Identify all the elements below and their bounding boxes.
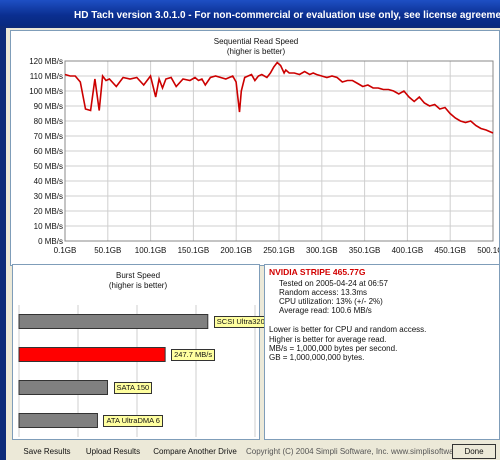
save-results-button[interactable]: Save Results (23, 447, 71, 456)
burst-bar-label: 247.7 MB/s (171, 348, 216, 361)
burst-speed-panel: Burst Speed (higher is better) SCSI Ultr… (12, 264, 268, 440)
x-tick-label: 350.1GB (349, 246, 381, 255)
random-access: Random access: 13.3ms (279, 288, 368, 297)
burst-bar (18, 314, 209, 329)
y-tick-label: 40 MB/s (34, 177, 63, 186)
x-tick-label: 150.1GB (178, 246, 210, 255)
content-area: Sequential Read Speed (higher is better)… (6, 28, 500, 460)
x-tick-label: 500.1GB (477, 246, 499, 255)
note-line: GB = 1,000,000,000 bytes. (269, 353, 365, 362)
burst-bar-label: ATA UltraDMA 6 (103, 414, 163, 427)
burst-chart-subtitle: (higher is better) (108, 281, 168, 290)
drive-name: NVIDIA STRIPE 465.77G (269, 267, 366, 277)
y-tick-label: 100 MB/s (29, 87, 63, 96)
note-line: MB/s = 1,000,000 bytes per second. (269, 344, 398, 353)
compare-drive-button[interactable]: Compare Another Drive (153, 447, 237, 456)
window-title: HD Tach version 3.0.1.0 - For non-commer… (74, 10, 500, 21)
burst-bar (18, 413, 98, 428)
sequential-chart-title: Sequential Read Speed (213, 37, 299, 46)
x-tick-label: 300.1GB (306, 246, 338, 255)
y-tick-label: 90 MB/s (34, 102, 63, 111)
y-tick-label: 30 MB/s (34, 192, 63, 201)
plot-area (64, 60, 494, 242)
y-tick-label: 80 MB/s (34, 117, 63, 126)
burst-bar (18, 347, 166, 362)
test-date: Tested on 2005-04-24 at 06:57 (279, 279, 388, 288)
burst-bar (18, 380, 108, 395)
y-tick-label: 70 MB/s (34, 132, 63, 141)
upload-results-button[interactable]: Upload Results (85, 447, 141, 456)
burst-bar-label: SCSI Ultra320 (213, 315, 268, 328)
cpu-utilization: CPU utilization: 13% (+/- 2%) (279, 297, 383, 306)
x-tick-label: 0.1GB (54, 246, 77, 255)
note-line: Lower is better for CPU and random acces… (269, 325, 427, 334)
x-tick-label: 400.1GB (392, 246, 424, 255)
sequential-chart-subtitle: (higher is better) (226, 47, 286, 56)
copyright-text: Copyright (C) 2004 Simpli Software, Inc.… (246, 447, 479, 456)
note-line: Higher is better for average read. (269, 335, 387, 344)
y-tick-label: 0 MB/s (38, 237, 63, 246)
read-speed-line (64, 61, 494, 134)
title-bar[interactable]: HD Tach version 3.0.1.0 - For non-commer… (0, 0, 500, 26)
y-tick-label: 10 MB/s (34, 222, 63, 231)
button-bar: Save Results Upload Results Compare Anot… (6, 442, 500, 460)
drive-info-panel: NVIDIA STRIPE 465.77G Tested on 2005-04-… (264, 264, 500, 440)
y-tick-label: 60 MB/s (34, 147, 63, 156)
sequential-read-panel: Sequential Read Speed (higher is better)… (10, 30, 500, 266)
burst-bar-label: SATA 150 (113, 381, 153, 394)
x-tick-label: 50.1GB (94, 246, 121, 255)
y-tick-label: 20 MB/s (34, 207, 63, 216)
x-tick-label: 200.1GB (220, 246, 252, 255)
y-tick-label: 50 MB/s (34, 162, 63, 171)
x-tick-label: 100.1GB (135, 246, 167, 255)
x-tick-label: 450.1GB (434, 246, 466, 255)
x-tick-label: 250.1GB (263, 246, 295, 255)
burst-speed-chart (18, 305, 256, 437)
y-tick-label: 120 MB/s (29, 57, 63, 66)
done-button[interactable]: Done (452, 444, 496, 459)
average-read: Average read: 100.6 MB/s (279, 306, 372, 315)
y-tick-label: 110 MB/s (30, 72, 63, 81)
burst-chart-title: Burst Speed (115, 271, 161, 280)
sequential-read-chart: 0 MB/s 10 MB/s 20 MB/s 30 MB/s 40 MB/s 50 MB/… (29, 57, 499, 255)
